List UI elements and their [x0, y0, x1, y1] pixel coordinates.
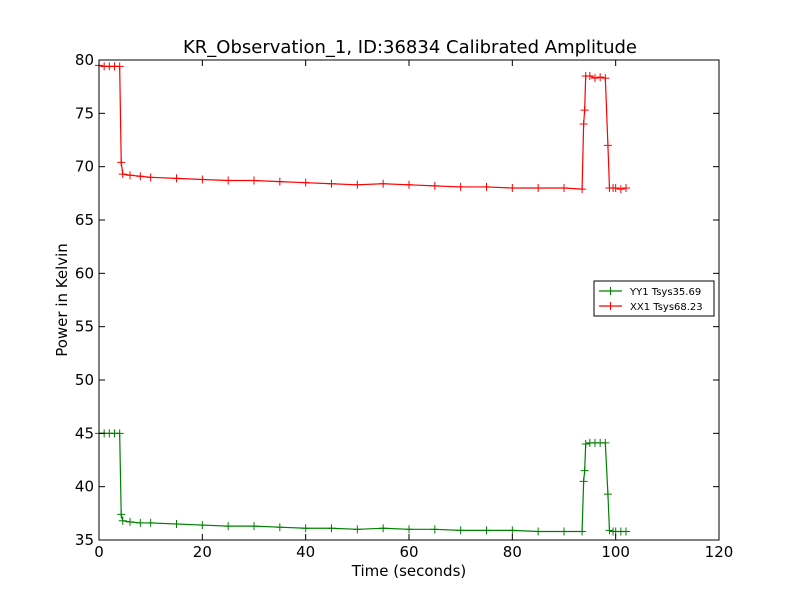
data-point-marker [456, 526, 465, 535]
y-tick-label: 80 [75, 51, 94, 69]
y-tick-label: 40 [75, 478, 94, 496]
data-point-marker [275, 523, 284, 532]
x-tick-label: 120 [705, 543, 734, 561]
data-point-marker [126, 517, 134, 526]
data-point-marker [198, 521, 207, 530]
data-point-marker [534, 184, 543, 192]
data-point-marker [405, 525, 413, 534]
data-point-marker [115, 62, 124, 71]
legend-marker [606, 287, 615, 295]
data-point-marker [136, 518, 145, 527]
legend-marker [606, 302, 615, 310]
x-axis-label: Time (seconds) [351, 562, 467, 580]
data-point-marker [126, 171, 134, 180]
axis-ticks: 0 20 40 60 80 100 120 35 40 45 50 55 60 65 70 75 80 [75, 51, 733, 561]
data-point-marker [405, 180, 413, 189]
data-point-marker [353, 525, 362, 534]
data-point-marker [115, 429, 124, 438]
data-point-marker [579, 120, 588, 128]
data-point-marker [198, 175, 207, 184]
data-point-marker [250, 176, 258, 185]
data-point-marker [301, 524, 310, 533]
data-point-marker [578, 527, 587, 536]
data-point-marker [379, 179, 388, 188]
data-point-marker [379, 524, 388, 533]
data-point-marker [508, 526, 517, 535]
data-point-marker [482, 182, 491, 191]
data-point-marker [136, 172, 145, 181]
data-point-marker [622, 527, 630, 536]
data-point-marker [118, 170, 127, 179]
plot-area [95, 61, 630, 536]
data-point-marker [560, 527, 568, 536]
data-point-marker [430, 525, 439, 534]
data-point-marker [224, 176, 233, 185]
data-point-marker [534, 527, 543, 536]
x-tick-label: 0 [94, 543, 104, 561]
y-tick-label: 65 [75, 211, 94, 229]
data-point-marker [603, 141, 612, 150]
data-point-marker [327, 524, 336, 533]
data-point-marker [353, 180, 362, 189]
data-point-marker [146, 173, 155, 182]
series-line [99, 432, 626, 533]
y-tick-label: 45 [75, 424, 94, 442]
data-point-marker [117, 510, 126, 519]
y-tick-label: 50 [75, 371, 94, 389]
data-point-marker [250, 522, 258, 531]
data-point-marker [508, 184, 517, 192]
y-axis-label: Power in Kelvin [53, 243, 71, 357]
data-point-marker [560, 184, 568, 192]
data-point-marker [117, 158, 126, 167]
legend: YY1 Tsys35.69 XX1 Tsys68.23 [593, 280, 715, 317]
y-tick-label: 35 [75, 531, 94, 549]
data-point-marker [580, 106, 589, 115]
data-point-marker [580, 466, 589, 475]
data-point-marker [456, 182, 465, 191]
data-point-marker [172, 520, 181, 528]
data-point-marker [275, 177, 284, 186]
series-line [98, 64, 627, 190]
x-tick-label: 100 [601, 543, 630, 561]
legend-label: XX1 Tsys68.23 [630, 302, 703, 313]
x-tick-label: 60 [399, 543, 418, 561]
data-point-marker [596, 73, 605, 82]
data-point-marker [301, 178, 310, 187]
data-point-marker [327, 179, 336, 188]
data-point-marker [605, 526, 614, 535]
data-point-marker [603, 490, 612, 499]
legend-label: YY1 Tsys35.69 [629, 287, 701, 298]
data-point-marker [611, 184, 620, 192]
chart-title: KR_Observation_1, ID:36834 Calibrated Am… [183, 37, 637, 58]
y-tick-label: 75 [75, 104, 94, 122]
data-point-marker [172, 174, 181, 183]
x-tick-label: 20 [193, 543, 212, 561]
data-point-marker [430, 181, 439, 190]
data-point-marker [118, 516, 127, 525]
y-tick-label: 70 [75, 158, 94, 176]
data-point-marker [591, 74, 599, 83]
data-point-marker [585, 72, 594, 80]
x-tick-label: 80 [503, 543, 522, 561]
y-tick-label: 55 [75, 318, 94, 336]
data-point-marker [146, 518, 155, 527]
data-point-marker [581, 440, 590, 448]
x-tick-label: 40 [296, 543, 315, 561]
legend-box [593, 280, 715, 317]
data-point-marker [578, 185, 587, 194]
data-point-marker [601, 438, 610, 447]
data-point-marker [616, 185, 625, 194]
data-point-marker [224, 522, 233, 531]
data-point-marker [579, 477, 588, 486]
y-tick-label: 60 [75, 264, 94, 282]
data-point-marker [622, 184, 630, 192]
data-point-marker [482, 526, 491, 535]
data-point-marker [601, 74, 610, 83]
